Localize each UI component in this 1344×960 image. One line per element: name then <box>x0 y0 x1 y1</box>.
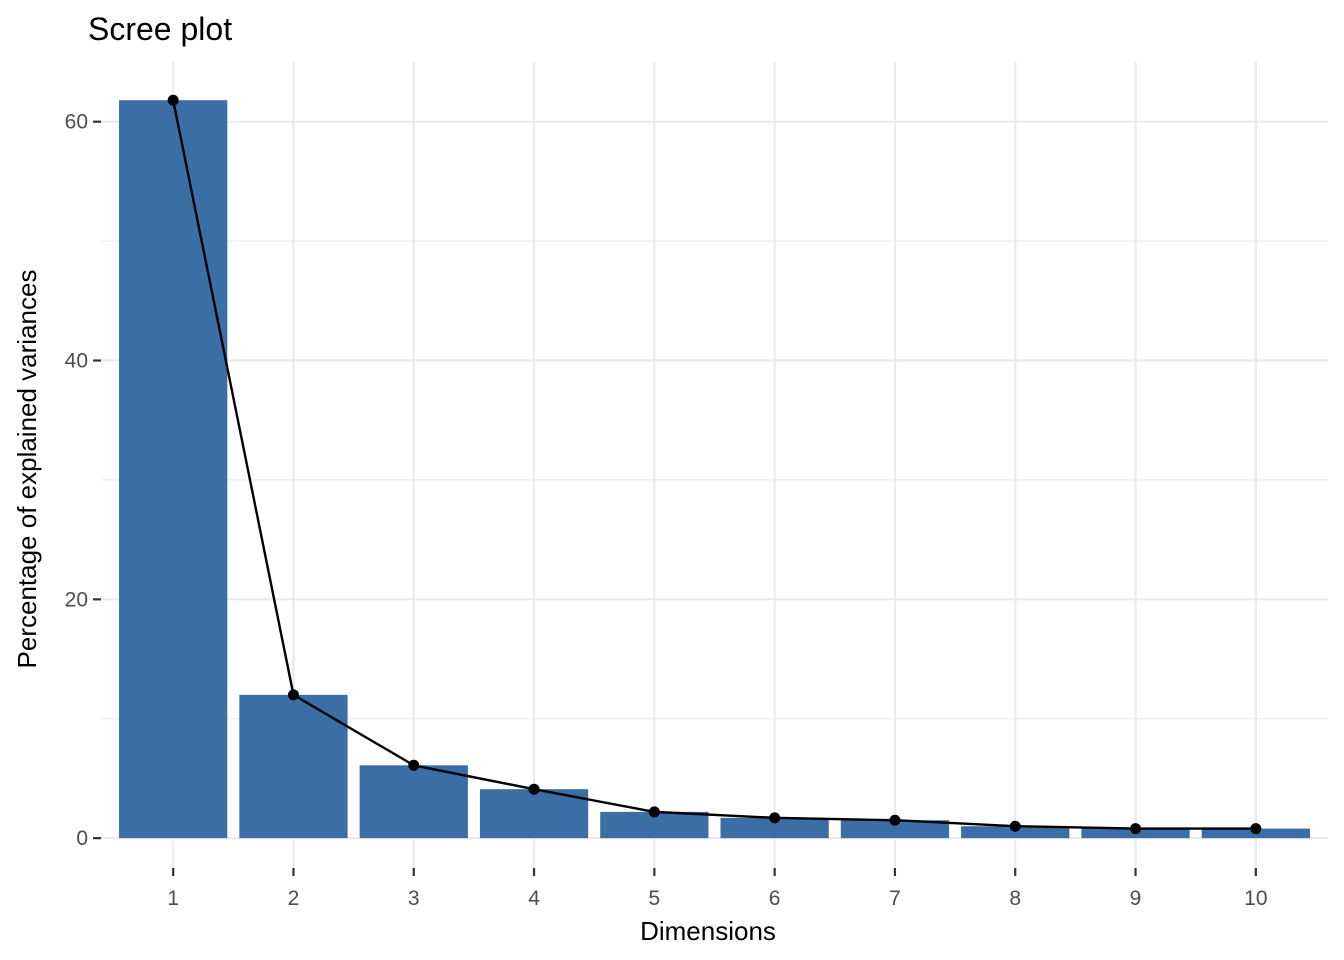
data-point <box>167 94 179 106</box>
data-point <box>648 806 660 818</box>
x-tick-label: 9 <box>1130 887 1142 910</box>
y-axis-label: Percentage of explained variances <box>12 270 42 669</box>
data-point <box>408 759 420 771</box>
x-tick-label: 5 <box>649 887 661 910</box>
data-point <box>287 689 299 701</box>
data-point <box>1009 820 1021 832</box>
variance-line-path <box>172 99 1256 830</box>
variance-line <box>172 99 1256 830</box>
data-point <box>1130 823 1142 835</box>
x-tick-label: 10 <box>1244 887 1267 910</box>
x-tick-label: 4 <box>528 887 540 910</box>
y-axis: 0 20 40 60 <box>65 111 101 850</box>
variance-points <box>167 94 1262 835</box>
bar <box>119 100 228 839</box>
y-tick-label: 20 <box>65 588 88 611</box>
data-point <box>1250 823 1262 835</box>
bar <box>359 765 468 839</box>
x-axis-label: Dimensions <box>640 916 776 946</box>
x-axis: 1 2 3 4 5 6 7 8 9 10 <box>167 868 1268 910</box>
x-tick-label: 7 <box>889 887 901 910</box>
x-tick-label: 8 <box>1009 887 1021 910</box>
y-tick-label: 60 <box>65 111 88 134</box>
bar <box>720 817 829 839</box>
x-tick-label: 3 <box>408 887 420 910</box>
bar <box>840 820 950 839</box>
data-point <box>889 814 901 826</box>
bar <box>239 694 348 839</box>
x-tick-label: 6 <box>769 887 781 910</box>
y-tick-label: 40 <box>65 350 88 373</box>
data-point <box>528 783 540 795</box>
data-point <box>769 812 781 824</box>
x-tick-label: 1 <box>167 887 179 910</box>
y-tick-label: 0 <box>76 827 88 850</box>
x-tick-label: 2 <box>288 887 300 910</box>
chart-title: Scree plot <box>88 11 232 47</box>
bar <box>961 826 1070 839</box>
bar <box>479 789 589 839</box>
